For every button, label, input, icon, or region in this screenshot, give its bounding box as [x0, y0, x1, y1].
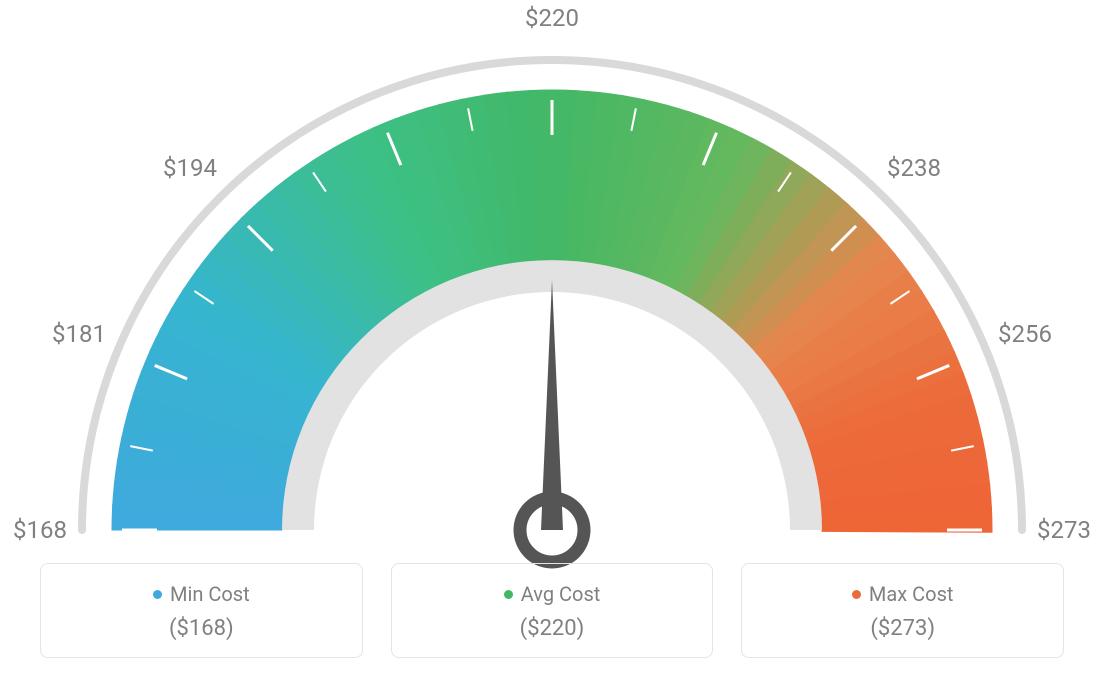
card-header: Min Cost — [61, 582, 342, 606]
card-label: Avg Cost — [521, 582, 601, 606]
avg-cost-card: Avg Cost ($220) — [391, 563, 714, 658]
gauge-tick-label: $194 — [163, 154, 217, 182]
card-value: ($220) — [412, 616, 693, 641]
card-value: ($168) — [61, 616, 342, 641]
dot-icon — [504, 590, 513, 599]
card-label: Min Cost — [170, 582, 250, 606]
gauge-tick-label: $181 — [52, 320, 106, 348]
dot-icon — [852, 590, 861, 599]
gauge-tick-label: $256 — [998, 320, 1052, 348]
gauge-svg — [0, 20, 1104, 580]
min-cost-card: Min Cost ($168) — [40, 563, 363, 658]
card-header: Max Cost — [762, 582, 1043, 606]
gauge-tick-label: $273 — [1037, 516, 1091, 544]
summary-cards: Min Cost ($168) Avg Cost ($220) Max Cost… — [40, 563, 1064, 658]
card-value: ($273) — [762, 616, 1043, 641]
card-label: Max Cost — [869, 582, 954, 606]
gauge-tick-label: $168 — [13, 516, 67, 544]
gauge-chart: $168 $181 $194 $220 $238 $256 $273 — [0, 0, 1104, 560]
max-cost-card: Max Cost ($273) — [741, 563, 1064, 658]
gauge-tick-label: $238 — [887, 154, 941, 182]
gauge-tick-label: $220 — [525, 4, 579, 32]
card-header: Avg Cost — [412, 582, 693, 606]
dot-icon — [153, 590, 162, 599]
